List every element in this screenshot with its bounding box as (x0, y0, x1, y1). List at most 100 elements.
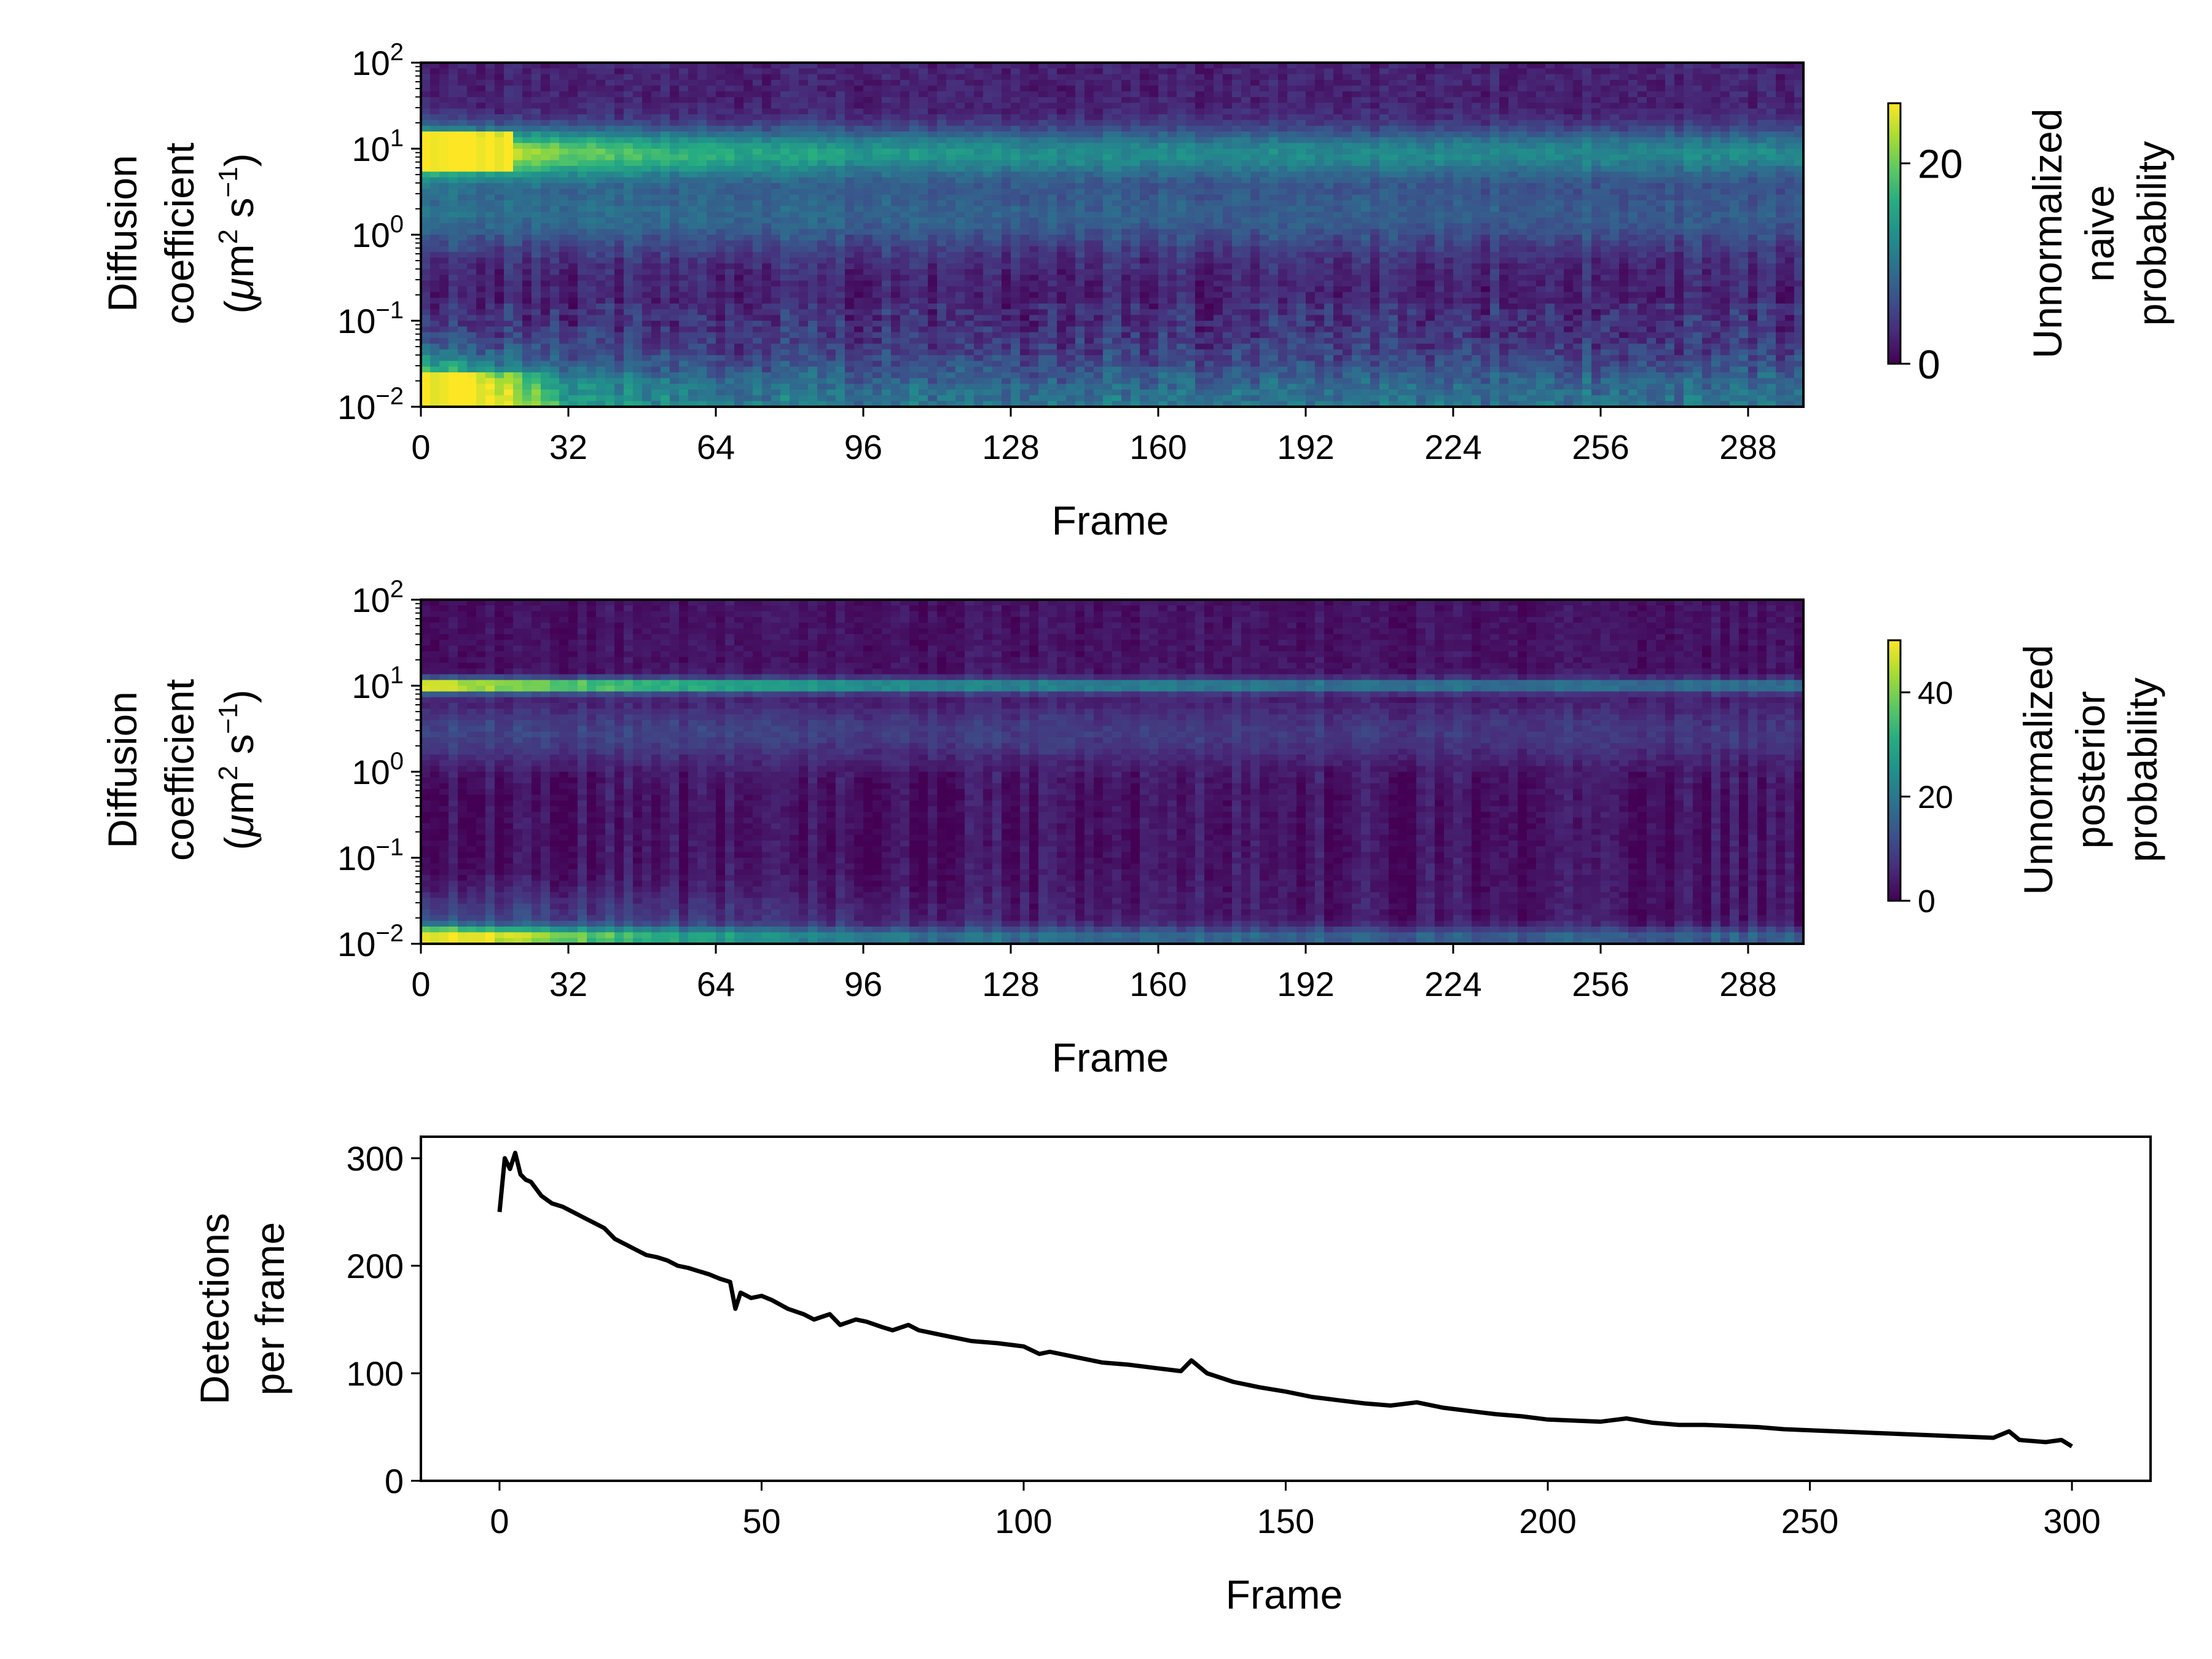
heatmap-cell (1020, 321, 1030, 327)
heatmap-cell (449, 108, 458, 115)
heatmap-cell (790, 91, 799, 98)
heatmap-cell (485, 240, 495, 247)
heatmap-cell (1158, 235, 1168, 241)
heatmap-cell (661, 97, 670, 104)
heatmap-cell (734, 297, 744, 304)
heatmap-cell (421, 401, 431, 407)
heatmap-cell (955, 63, 965, 69)
heatmap-cell (992, 383, 1002, 390)
heatmap-cell (1177, 263, 1186, 270)
heatmap-cell (449, 361, 458, 367)
heatmap-cell (1038, 120, 1048, 127)
heatmap-cell (836, 349, 845, 356)
heatmap-cell (578, 383, 587, 390)
heatmap-cell (1038, 390, 1048, 396)
heatmap-cell (651, 97, 661, 104)
heatmap-cell (928, 171, 938, 178)
heatmap-cell (974, 395, 984, 402)
heatmap-cell (734, 189, 744, 195)
heatmap-cell (882, 68, 892, 75)
heatmap-cell (863, 229, 873, 235)
heatmap-cell (578, 91, 587, 98)
heatmap-cell (734, 194, 744, 201)
heatmap-cell (771, 103, 781, 109)
heatmap-cell (873, 183, 882, 190)
heatmap-cell (1002, 108, 1011, 115)
heatmap-cell (900, 177, 910, 184)
heatmap-cell (919, 120, 928, 127)
heatmap-cell (937, 189, 947, 195)
heatmap-cell (1075, 229, 1085, 235)
heatmap-cell (909, 332, 919, 339)
heatmap-cell (707, 149, 716, 155)
heatmap-cell (900, 378, 910, 385)
heatmap-cell (1002, 252, 1011, 259)
heatmap-cell (550, 177, 560, 184)
heatmap-cell (449, 332, 458, 339)
heatmap-cell (1029, 246, 1039, 253)
heatmap-cell (1002, 286, 1011, 293)
heatmap-cell (1167, 63, 1177, 69)
heatmap-cell (550, 80, 560, 87)
heatmap-cell (476, 297, 486, 304)
heatmap-cell (817, 286, 827, 293)
heatmap-cell (661, 91, 670, 98)
heatmap-cell (882, 120, 892, 127)
heatmap-cell (1167, 263, 1177, 270)
heatmap-cell (1112, 252, 1122, 259)
heatmap-cell (817, 223, 827, 230)
heatmap-cell (891, 63, 901, 69)
heatmap-cell (863, 286, 873, 293)
heatmap-cell (790, 194, 799, 201)
heatmap-cell (882, 160, 892, 167)
heatmap-cell (1140, 149, 1150, 155)
heatmap-cell (495, 366, 504, 373)
heatmap-cell (725, 154, 735, 161)
heatmap-cell (476, 149, 486, 155)
heatmap-cell (688, 149, 698, 155)
heatmap-cell (485, 131, 495, 138)
heatmap-cell (1140, 63, 1150, 69)
heatmap-cell (753, 189, 763, 195)
heatmap-cell (900, 332, 910, 339)
heatmap-cell (421, 120, 431, 127)
heatmap-cell (596, 211, 606, 218)
heatmap-cell (780, 143, 790, 149)
heatmap-cell (661, 257, 670, 264)
heatmap-cell (541, 200, 551, 207)
heatmap-cell (725, 366, 735, 373)
heatmap-cell (587, 63, 597, 69)
heatmap-cell (762, 263, 772, 270)
heatmap-cell (596, 149, 606, 155)
heatmap-cell (430, 326, 440, 333)
heatmap-cell (836, 120, 845, 127)
heatmap-cell (826, 177, 836, 184)
heatmap-cell (1075, 286, 1085, 293)
heatmap-cell (965, 108, 975, 115)
heatmap-cell (734, 395, 744, 402)
heatmap-cell (734, 286, 744, 293)
heatmap-cell (550, 235, 560, 241)
heatmap-cell (707, 120, 716, 127)
heatmap-cell (614, 395, 624, 402)
heatmap-cell (882, 137, 892, 144)
heatmap-cell (734, 223, 744, 230)
heatmap-cell (439, 246, 449, 253)
heatmap-cell (790, 252, 799, 259)
heatmap-cell (854, 297, 864, 304)
heatmap-cell (965, 332, 975, 339)
heatmap-cell (1094, 235, 1104, 241)
heatmap-cell (541, 218, 551, 224)
heatmap-cell (1140, 390, 1150, 396)
heatmap-cell (531, 68, 541, 75)
heatmap-cell (854, 338, 864, 345)
heatmap-cell (817, 103, 827, 109)
heatmap-cell (679, 74, 689, 80)
heatmap-cell (919, 246, 928, 253)
heatmap-cell (734, 218, 744, 224)
heatmap-cell (467, 292, 477, 299)
heatmap-cell (522, 229, 532, 235)
heatmap-cell (550, 338, 560, 345)
heatmap-cell (928, 269, 938, 276)
heatmap-cell (550, 120, 560, 127)
